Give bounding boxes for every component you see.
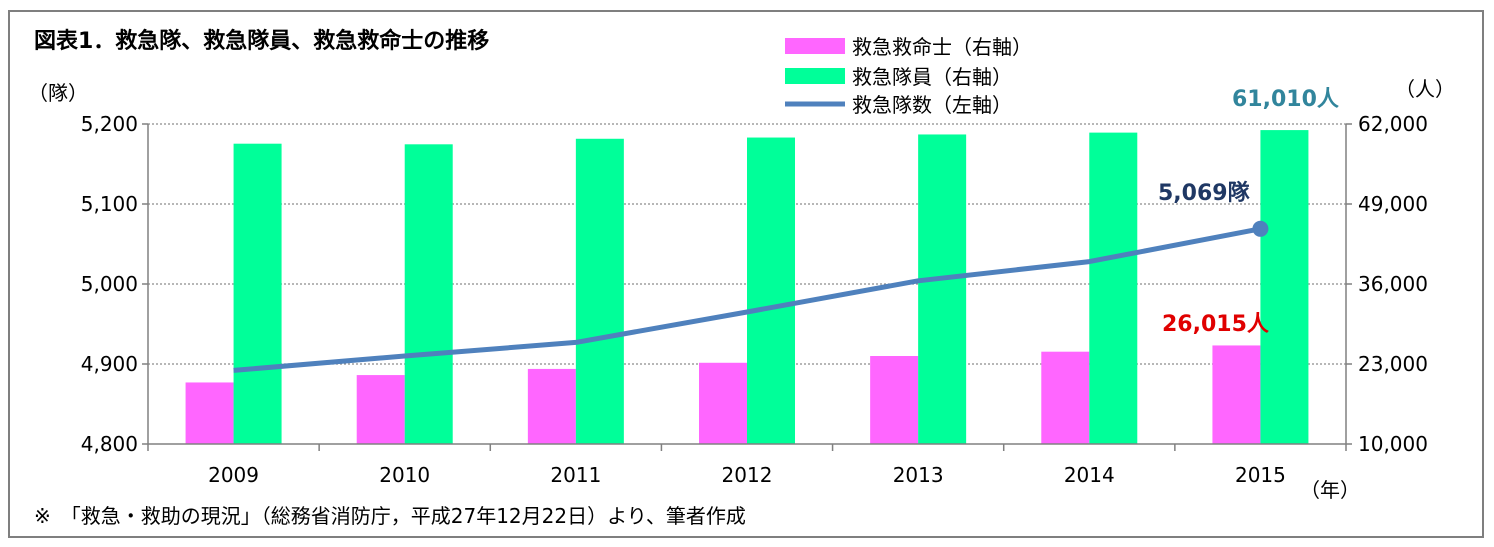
left-tick-label: 5,100 — [81, 192, 138, 216]
left-axis-unit: （隊） — [28, 81, 88, 105]
annotation-members-2015: 61,010人 — [1232, 87, 1339, 112]
bar-emt-2010 — [356, 375, 405, 444]
line-marker-2015 — [1252, 220, 1269, 237]
right-tick-label: 23,000 — [1358, 352, 1428, 376]
x-axis-unit: （年） — [1300, 478, 1360, 502]
left-tick-label: 4,800 — [81, 432, 138, 456]
x-tick-label-2011: 2011 — [550, 463, 601, 487]
line-units — [233, 226, 1261, 373]
footnote: ※ 「救急・救助の現況」（総務省消防庁，平成27年12月22日）より、筆者作成 — [34, 504, 746, 528]
legend-label-units: 救急隊数（左軸） — [852, 93, 1012, 117]
right-axis-unit: （人） — [1395, 77, 1455, 101]
right-tick-label: 36,000 — [1358, 272, 1428, 296]
right-tick-label: 62,000 — [1358, 112, 1428, 136]
legend-swatch-members — [785, 68, 845, 84]
x-tick-label-2009: 2009 — [208, 463, 259, 487]
x-tick-label-2015: 2015 — [1235, 463, 1286, 487]
annotation-emt-2015: 26,015人 — [1162, 312, 1269, 337]
bar-emt-2009 — [185, 382, 234, 444]
right-tick-label: 49,000 — [1358, 192, 1428, 216]
x-tick-label-2010: 2010 — [379, 463, 430, 487]
bar-emt-2013 — [870, 356, 919, 444]
legend-swatch-emt — [785, 38, 845, 54]
left-tick-label: 5,000 — [81, 272, 138, 296]
legend-label-members: 救急隊員（右軸） — [852, 65, 1012, 89]
bar-members-2010 — [404, 144, 453, 445]
bar-members-2009 — [233, 143, 282, 444]
bar-emt-2012 — [699, 362, 747, 444]
bar-members-2014 — [1089, 132, 1138, 444]
x-tick-label-2014: 2014 — [1064, 463, 1115, 487]
left-tick-label: 4,900 — [81, 352, 138, 376]
bar-emt-2015 — [1212, 345, 1261, 444]
bars — [185, 130, 1309, 445]
legend: 救急救命士（右軸） 救急隊員（右軸） 救急隊数（左軸） — [785, 35, 1032, 117]
legend-label-emt: 救急救命士（右軸） — [852, 35, 1032, 59]
axes — [142, 123, 1352, 451]
bar-emt-2014 — [1041, 351, 1090, 444]
x-tick-label-2013: 2013 — [893, 463, 944, 487]
tick-labels: 4,800 4,900 5,000 5,100 5,200 10,000 23,000 36,… — [81, 112, 1428, 487]
left-tick-label: 5,200 — [81, 112, 138, 136]
right-tick-label: 10,000 — [1358, 432, 1428, 456]
x-tick-label-2012: 2012 — [722, 463, 773, 487]
bar-members-2015 — [1260, 130, 1309, 445]
bar-members-2011 — [575, 138, 624, 444]
line-series — [233, 220, 1269, 373]
bar-members-2013 — [918, 134, 967, 444]
bar-emt-2011 — [527, 368, 576, 444]
annotation-units-2015: 5,069隊 — [1158, 180, 1251, 206]
bar-members-2012 — [747, 137, 795, 445]
chart-title: 図表1．救急隊、救急隊員、救急救命士の推移 — [34, 28, 489, 54]
